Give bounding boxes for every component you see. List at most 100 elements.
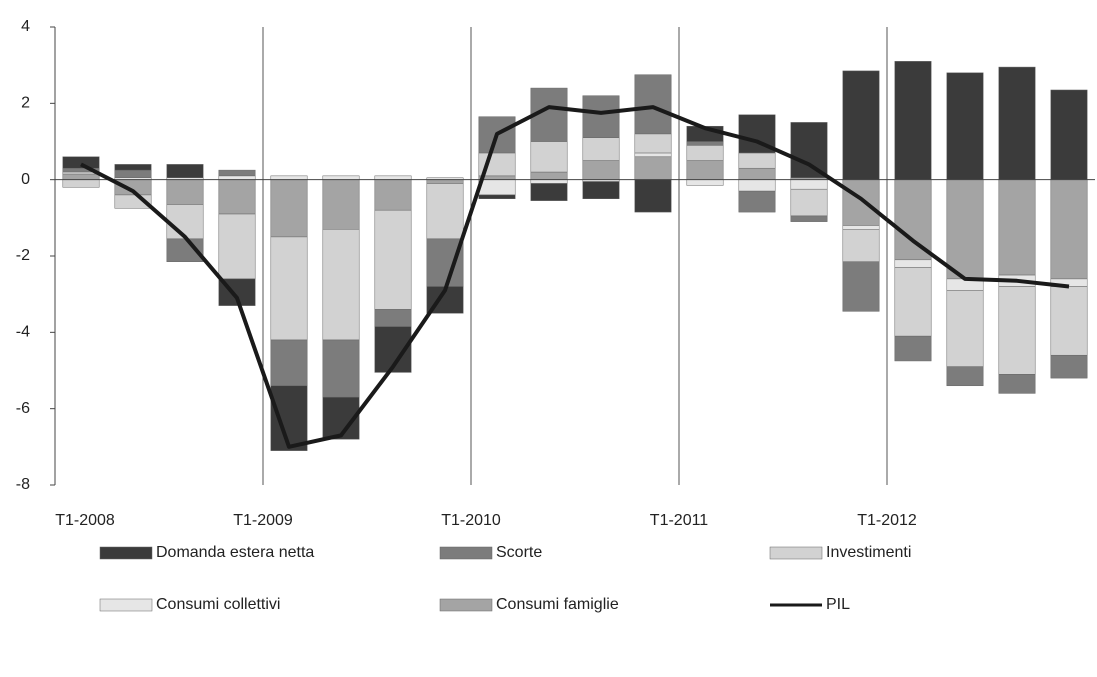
y-tick-label: -2: [16, 247, 30, 264]
bar: [842, 261, 880, 312]
legend-label: PIL: [826, 596, 850, 613]
line: [80, 105, 1070, 449]
bar: [478, 194, 516, 200]
y-tick-label: 0: [21, 171, 30, 188]
bar: [62, 179, 100, 188]
bar: [218, 169, 256, 177]
bar: [218, 175, 256, 180]
bar: [582, 181, 620, 199]
bar: [790, 215, 828, 222]
legend-label: Domanda estera netta: [156, 544, 314, 561]
bar: [270, 175, 308, 180]
bar: [998, 179, 1036, 276]
bar: [1050, 89, 1088, 180]
bar: [322, 179, 360, 230]
legend-swatch: [439, 546, 493, 560]
bar: [634, 74, 672, 135]
bar: [842, 179, 880, 226]
bar: [322, 175, 360, 180]
bar: [790, 122, 828, 179]
bar: [634, 152, 672, 158]
bar: [582, 95, 620, 138]
bar: [738, 167, 776, 180]
bar: [374, 175, 412, 180]
bar: [62, 156, 100, 169]
y-tick-label: 4: [21, 18, 30, 35]
bar: [426, 238, 464, 287]
bar: [62, 173, 100, 180]
bar: [894, 267, 932, 337]
bar: [634, 179, 672, 213]
legend-swatch: [439, 598, 493, 612]
bar: [686, 179, 724, 186]
bar: [894, 179, 932, 261]
y-tick-label: -6: [16, 400, 30, 417]
y-tick-label: 2: [21, 95, 30, 112]
bar: [270, 385, 308, 451]
y-tick-label: -4: [16, 324, 30, 341]
legend-swatch: [99, 598, 153, 612]
bar: [790, 188, 828, 217]
legend-label: Consumi collettivi: [156, 596, 280, 613]
x-tick-label: T1-2010: [441, 512, 501, 529]
bar: [218, 213, 256, 280]
bar: [738, 152, 776, 169]
bar: [998, 374, 1036, 394]
bar: [270, 179, 308, 238]
bar: [998, 66, 1036, 180]
bar: [530, 183, 568, 201]
bar: [166, 204, 204, 240]
bar: [946, 179, 984, 280]
bar: [322, 229, 360, 341]
y-tick-label: -8: [16, 476, 30, 493]
bar: [738, 179, 776, 192]
bar: [1050, 179, 1088, 280]
bar: [790, 179, 828, 190]
bar: [998, 286, 1036, 375]
bar: [478, 179, 516, 196]
bar: [114, 164, 152, 171]
legend-label: Investimenti: [826, 544, 911, 561]
bar: [686, 141, 724, 146]
bar: [842, 70, 880, 180]
bar: [634, 156, 672, 180]
bar: [634, 133, 672, 154]
bar: [166, 179, 204, 205]
bar: [530, 141, 568, 173]
x-tick-label: T1-2008: [55, 512, 115, 529]
bar: [894, 335, 932, 362]
bar: [114, 169, 152, 179]
bar: [946, 72, 984, 180]
bar: [270, 339, 308, 387]
bar: [946, 290, 984, 367]
bar: [582, 137, 620, 161]
legend-label: Scorte: [496, 544, 542, 561]
x-tick-label: T1-2012: [857, 512, 917, 529]
bar: [946, 366, 984, 387]
bar: [686, 160, 724, 180]
bar: [374, 209, 412, 310]
bar: [842, 225, 880, 230]
bar: [738, 190, 776, 213]
bar: [374, 179, 412, 211]
legend-swatch: [769, 546, 823, 560]
bar: [530, 171, 568, 180]
bar: [426, 179, 464, 184]
legend-swatch: [99, 546, 153, 560]
bar: [842, 229, 880, 262]
bar: [270, 236, 308, 341]
bar: [894, 259, 932, 268]
legend-label: Consumi famiglie: [496, 596, 619, 613]
bar: [686, 145, 724, 161]
bar: [530, 179, 568, 184]
bar: [374, 309, 412, 327]
bar: [582, 160, 620, 180]
bar: [1050, 286, 1088, 356]
bar: [426, 183, 464, 240]
bar: [166, 164, 204, 179]
bar: [1050, 354, 1088, 379]
x-tick-label: T1-2011: [650, 512, 709, 529]
bar: [322, 339, 360, 398]
